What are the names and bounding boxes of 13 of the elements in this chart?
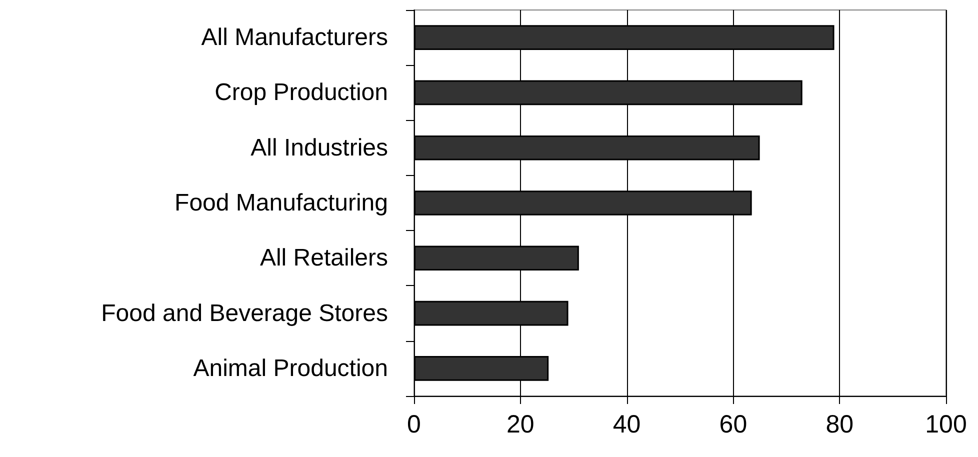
x-tick-label: 20: [506, 410, 534, 438]
y-tick-label: All Industries: [250, 134, 388, 162]
y-tick-label: Animal Production: [193, 354, 388, 382]
x-tick-label: 60: [719, 410, 748, 438]
y-tick-label: All Manufacturers: [201, 24, 388, 52]
y-tick-label: Crop Production: [214, 79, 388, 106]
y-tick-label: All Retailers: [260, 244, 388, 272]
y-tick-label: Food and Beverage Stores: [101, 300, 388, 327]
x-tick-label: 80: [826, 410, 854, 438]
x-tick-label: 0: [407, 410, 421, 438]
x-tick-label: 40: [612, 410, 641, 438]
y-tick-label: Food Manufacturing: [174, 190, 388, 216]
x-tick-label: 100: [925, 410, 967, 438]
